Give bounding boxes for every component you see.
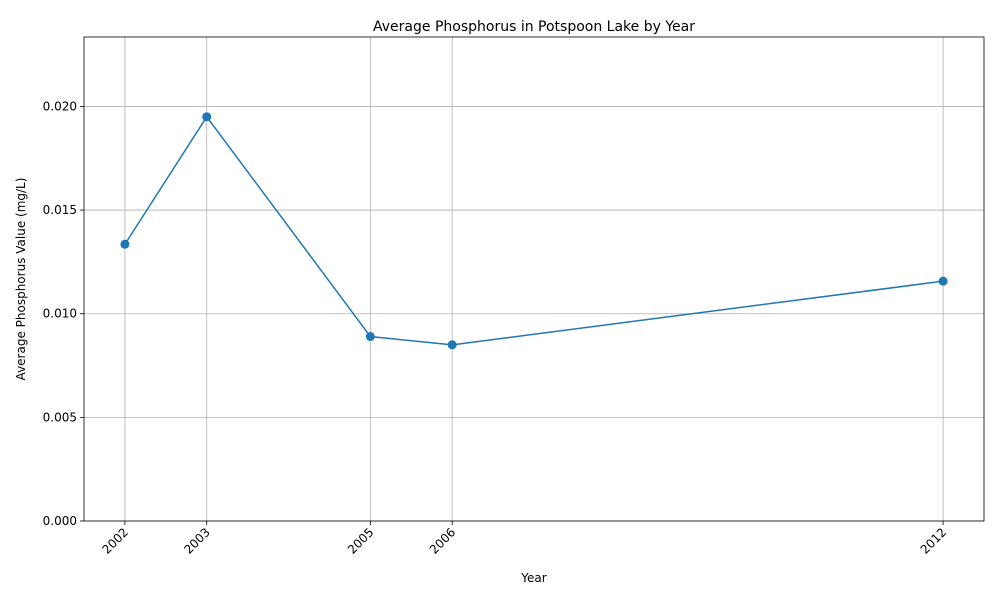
y-tick-label: 0.010 <box>43 307 77 321</box>
data-point <box>120 239 130 249</box>
x-axis-label: Year <box>520 571 546 585</box>
data-point <box>447 340 457 350</box>
axes-layer <box>83 36 985 522</box>
data-point <box>938 276 948 286</box>
y-tick-label: 0.020 <box>43 99 77 113</box>
y-tick-label: 0.015 <box>43 203 77 217</box>
plot-frame <box>83 36 985 522</box>
ticks-layer: 2002 2003 2005 2006 2012 0.000 0.005 0.010 0.015… <box>43 99 950 556</box>
grid-layer <box>84 37 984 522</box>
x-tick-label: 2005 <box>345 525 376 556</box>
y-tick-label: 0.000 <box>43 514 77 528</box>
y-axis-label: Average Phosphorus Value (mg/L) <box>14 178 28 381</box>
x-tick-label: 2006 <box>427 525 458 556</box>
x-tick-label: 2003 <box>181 525 212 556</box>
series-layer <box>120 112 948 350</box>
y-tick-label: 0.005 <box>43 410 77 424</box>
series-line <box>124 115 944 346</box>
chart-title: Average Phosphorus in Potspoon Lake by Y… <box>373 19 695 35</box>
x-tick-label: 2002 <box>100 525 131 556</box>
data-point <box>202 112 212 122</box>
x-tick-label: 2012 <box>918 525 949 556</box>
data-point <box>365 332 375 342</box>
